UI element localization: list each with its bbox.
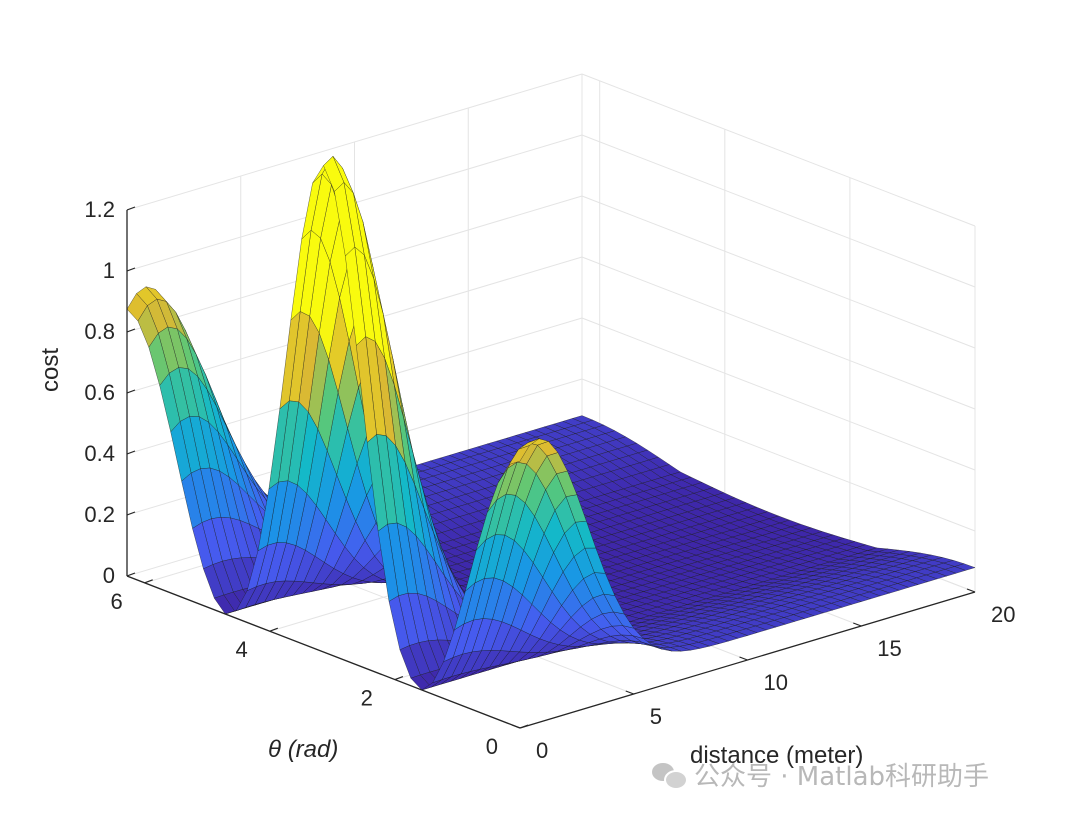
- y-axis-line: [126, 575, 521, 729]
- y-tick-label: 2: [361, 686, 373, 711]
- surface: [126, 155, 976, 691]
- y-tick-mark: [394, 676, 404, 681]
- x-tick-mark: [853, 622, 862, 627]
- z-tick-mark: [126, 328, 136, 333]
- watermark: 公众号 · Matlab科研助手: [652, 756, 989, 793]
- y-tick-mark: [269, 627, 279, 632]
- x-tick-label: 10: [764, 670, 788, 695]
- z-tick-label: 0.6: [84, 380, 115, 405]
- z-tick-mark: [126, 206, 136, 211]
- x-axis-label: distance (meter): [690, 742, 863, 769]
- y-tick-mark: [144, 579, 153, 584]
- tick-labels: 0 0.2 0.4 0.6 0.8 1 1.2 0 5 10 15 20 0 2 4 6: [84, 197, 1015, 763]
- z-tick-label: 1: [103, 258, 115, 283]
- grid-line: [581, 195, 976, 349]
- z-tick-mark: [126, 511, 136, 516]
- x-tick-mark: [739, 656, 748, 661]
- grid-line: [581, 317, 976, 471]
- x-tick-label: 20: [991, 602, 1015, 627]
- z-tick-mark: [126, 572, 136, 577]
- z-tick-mark: [126, 267, 136, 272]
- z-tick-label: 0: [103, 563, 115, 588]
- z-tick-mark: [126, 389, 136, 394]
- z-tick-label: 0.2: [84, 502, 115, 527]
- y-tick-label: 4: [236, 637, 248, 662]
- x-tick-label: 5: [650, 704, 662, 729]
- wechat-icon: [652, 761, 688, 790]
- grid-line: [581, 378, 976, 532]
- x-tick-mark: [966, 588, 976, 593]
- grid-line: [581, 134, 976, 288]
- z-tick-label: 0.8: [84, 319, 115, 344]
- axes-lines: [126, 206, 976, 729]
- grid-line: [581, 73, 976, 227]
- watermark-text: 公众号 · Matlab科研助手: [694, 762, 990, 792]
- z-axis-label: cost: [37, 348, 64, 392]
- z-tick-label: 0.4: [84, 441, 115, 466]
- x-tick-label: 15: [877, 636, 901, 661]
- y-tick-label: 6: [110, 589, 122, 614]
- x-tick-mark: [511, 724, 521, 729]
- z-tick-label: 1.2: [84, 197, 115, 222]
- x-tick-label: 0: [536, 738, 548, 763]
- grid-line: [581, 256, 976, 410]
- y-tick-mark: [519, 724, 529, 729]
- y-tick-label: 0: [486, 734, 498, 759]
- z-tick-mark: [126, 450, 136, 455]
- surface-patch: [508, 445, 531, 465]
- y-axis-label: θ (rad): [268, 736, 338, 763]
- x-tick-mark: [625, 690, 634, 695]
